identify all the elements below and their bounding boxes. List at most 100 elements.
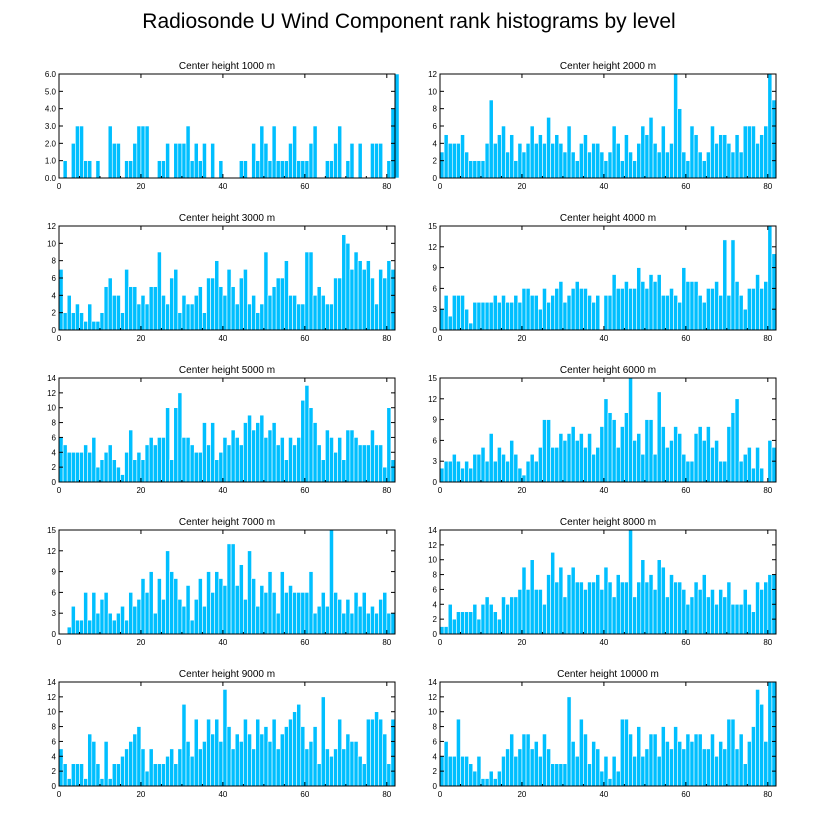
histogram-bar <box>443 134 449 179</box>
histogram-bar <box>103 592 109 635</box>
histogram-bar <box>185 585 191 635</box>
histogram-bar <box>685 281 691 331</box>
histogram-bar <box>751 288 756 331</box>
histogram-bar <box>292 444 297 483</box>
histogram-bar <box>464 755 469 787</box>
histogram-bar <box>566 295 572 331</box>
histogram-bar <box>529 559 535 635</box>
histogram-bar <box>538 134 543 179</box>
histogram-bar <box>665 295 670 331</box>
histogram-bar <box>333 451 338 483</box>
histogram-bar <box>144 125 150 179</box>
histogram-bar <box>75 125 80 179</box>
histogram-bar <box>513 453 519 483</box>
histogram-bar <box>742 589 748 635</box>
histogram-bar <box>70 451 76 483</box>
histogram-bar <box>251 578 256 635</box>
histogram-bar <box>505 460 510 483</box>
histogram-bar <box>505 151 510 179</box>
histogram-bar <box>243 269 248 331</box>
histogram-bar <box>583 134 588 179</box>
histogram-bar <box>234 733 240 787</box>
histogram-bar <box>726 143 732 179</box>
histogram-bar <box>79 763 84 787</box>
histogram-bar <box>722 239 728 331</box>
histogram-bar <box>111 619 117 635</box>
histogram-bar <box>177 143 183 179</box>
histogram-bar <box>628 377 633 483</box>
histogram-bar <box>501 596 506 635</box>
histogram-bar <box>476 453 482 483</box>
histogram-bar <box>579 433 584 483</box>
histogram-bar <box>87 160 93 179</box>
histogram-bar <box>107 444 113 483</box>
histogram-bar <box>288 143 293 179</box>
y-tick-label: 14 <box>428 526 437 535</box>
histogram-bar <box>382 466 388 483</box>
histogram-bar <box>689 125 695 179</box>
histogram-bar <box>66 451 72 483</box>
histogram-bar <box>66 626 72 635</box>
histogram-bar <box>79 451 84 483</box>
histogram-bar <box>87 303 93 331</box>
y-tick-label: 0 <box>433 174 438 183</box>
y-tick-label: 6 <box>52 588 57 597</box>
histogram-bar <box>468 322 474 331</box>
histogram-bar <box>759 467 765 483</box>
y-tick-label: 12 <box>47 389 56 398</box>
histogram-bar <box>349 269 355 331</box>
histogram-bar <box>710 447 715 483</box>
histogram-bar <box>157 763 162 787</box>
histogram-bar <box>501 755 506 787</box>
histogram-bar <box>738 733 744 787</box>
histogram-bar <box>128 592 134 635</box>
y-tick-label: 14 <box>47 374 56 383</box>
histogram-bar <box>58 748 64 787</box>
y-tick-label: 12 <box>428 395 437 404</box>
histogram-bar <box>570 151 576 179</box>
histogram-bar <box>558 566 564 635</box>
histogram-bar <box>284 592 289 635</box>
panel-title: Center height 4000 m <box>560 213 656 224</box>
histogram-bar <box>488 433 494 483</box>
histogram-bar <box>550 763 556 787</box>
histogram-bar <box>177 748 183 787</box>
histogram-bar <box>210 422 216 483</box>
histogram-bar <box>128 160 134 179</box>
histogram-bar <box>755 143 760 179</box>
histogram-bar <box>542 288 547 331</box>
histogram-bar <box>628 151 633 179</box>
y-tick-label: 0 <box>52 782 57 791</box>
histogram-bar <box>238 444 244 483</box>
histogram-bar <box>66 778 72 787</box>
histogram-bar <box>677 741 683 787</box>
histogram-bar <box>603 566 609 635</box>
y-tick-label: 4.0 <box>45 105 57 114</box>
histogram-bar <box>505 301 510 331</box>
histogram-bar <box>570 426 576 483</box>
histogram-bar <box>591 301 597 331</box>
y-tick-label: 10 <box>47 404 56 413</box>
histogram-bar <box>62 763 68 787</box>
histogram-bar <box>480 447 486 483</box>
histogram-bar <box>275 748 281 787</box>
histogram-bar <box>697 589 703 635</box>
histogram-bar <box>456 143 461 179</box>
y-tick-label: 14 <box>47 678 56 687</box>
histogram-bar <box>140 295 146 331</box>
histogram-bar <box>267 741 273 787</box>
histogram-bar <box>251 429 256 483</box>
histogram-bar <box>222 437 228 483</box>
histogram-bar <box>751 726 756 787</box>
histogram-bar <box>697 426 703 483</box>
histogram-bar <box>660 566 666 635</box>
histogram-bar <box>583 733 588 787</box>
y-tick-label: 0 <box>433 478 438 487</box>
histogram-bar <box>349 429 355 483</box>
histogram-bar <box>468 611 474 635</box>
histogram-bar <box>75 619 80 635</box>
histogram-bar <box>116 466 121 483</box>
histogram-bar <box>505 748 510 787</box>
histogram-bar <box>173 143 179 179</box>
x-tick-label: 40 <box>599 182 608 191</box>
